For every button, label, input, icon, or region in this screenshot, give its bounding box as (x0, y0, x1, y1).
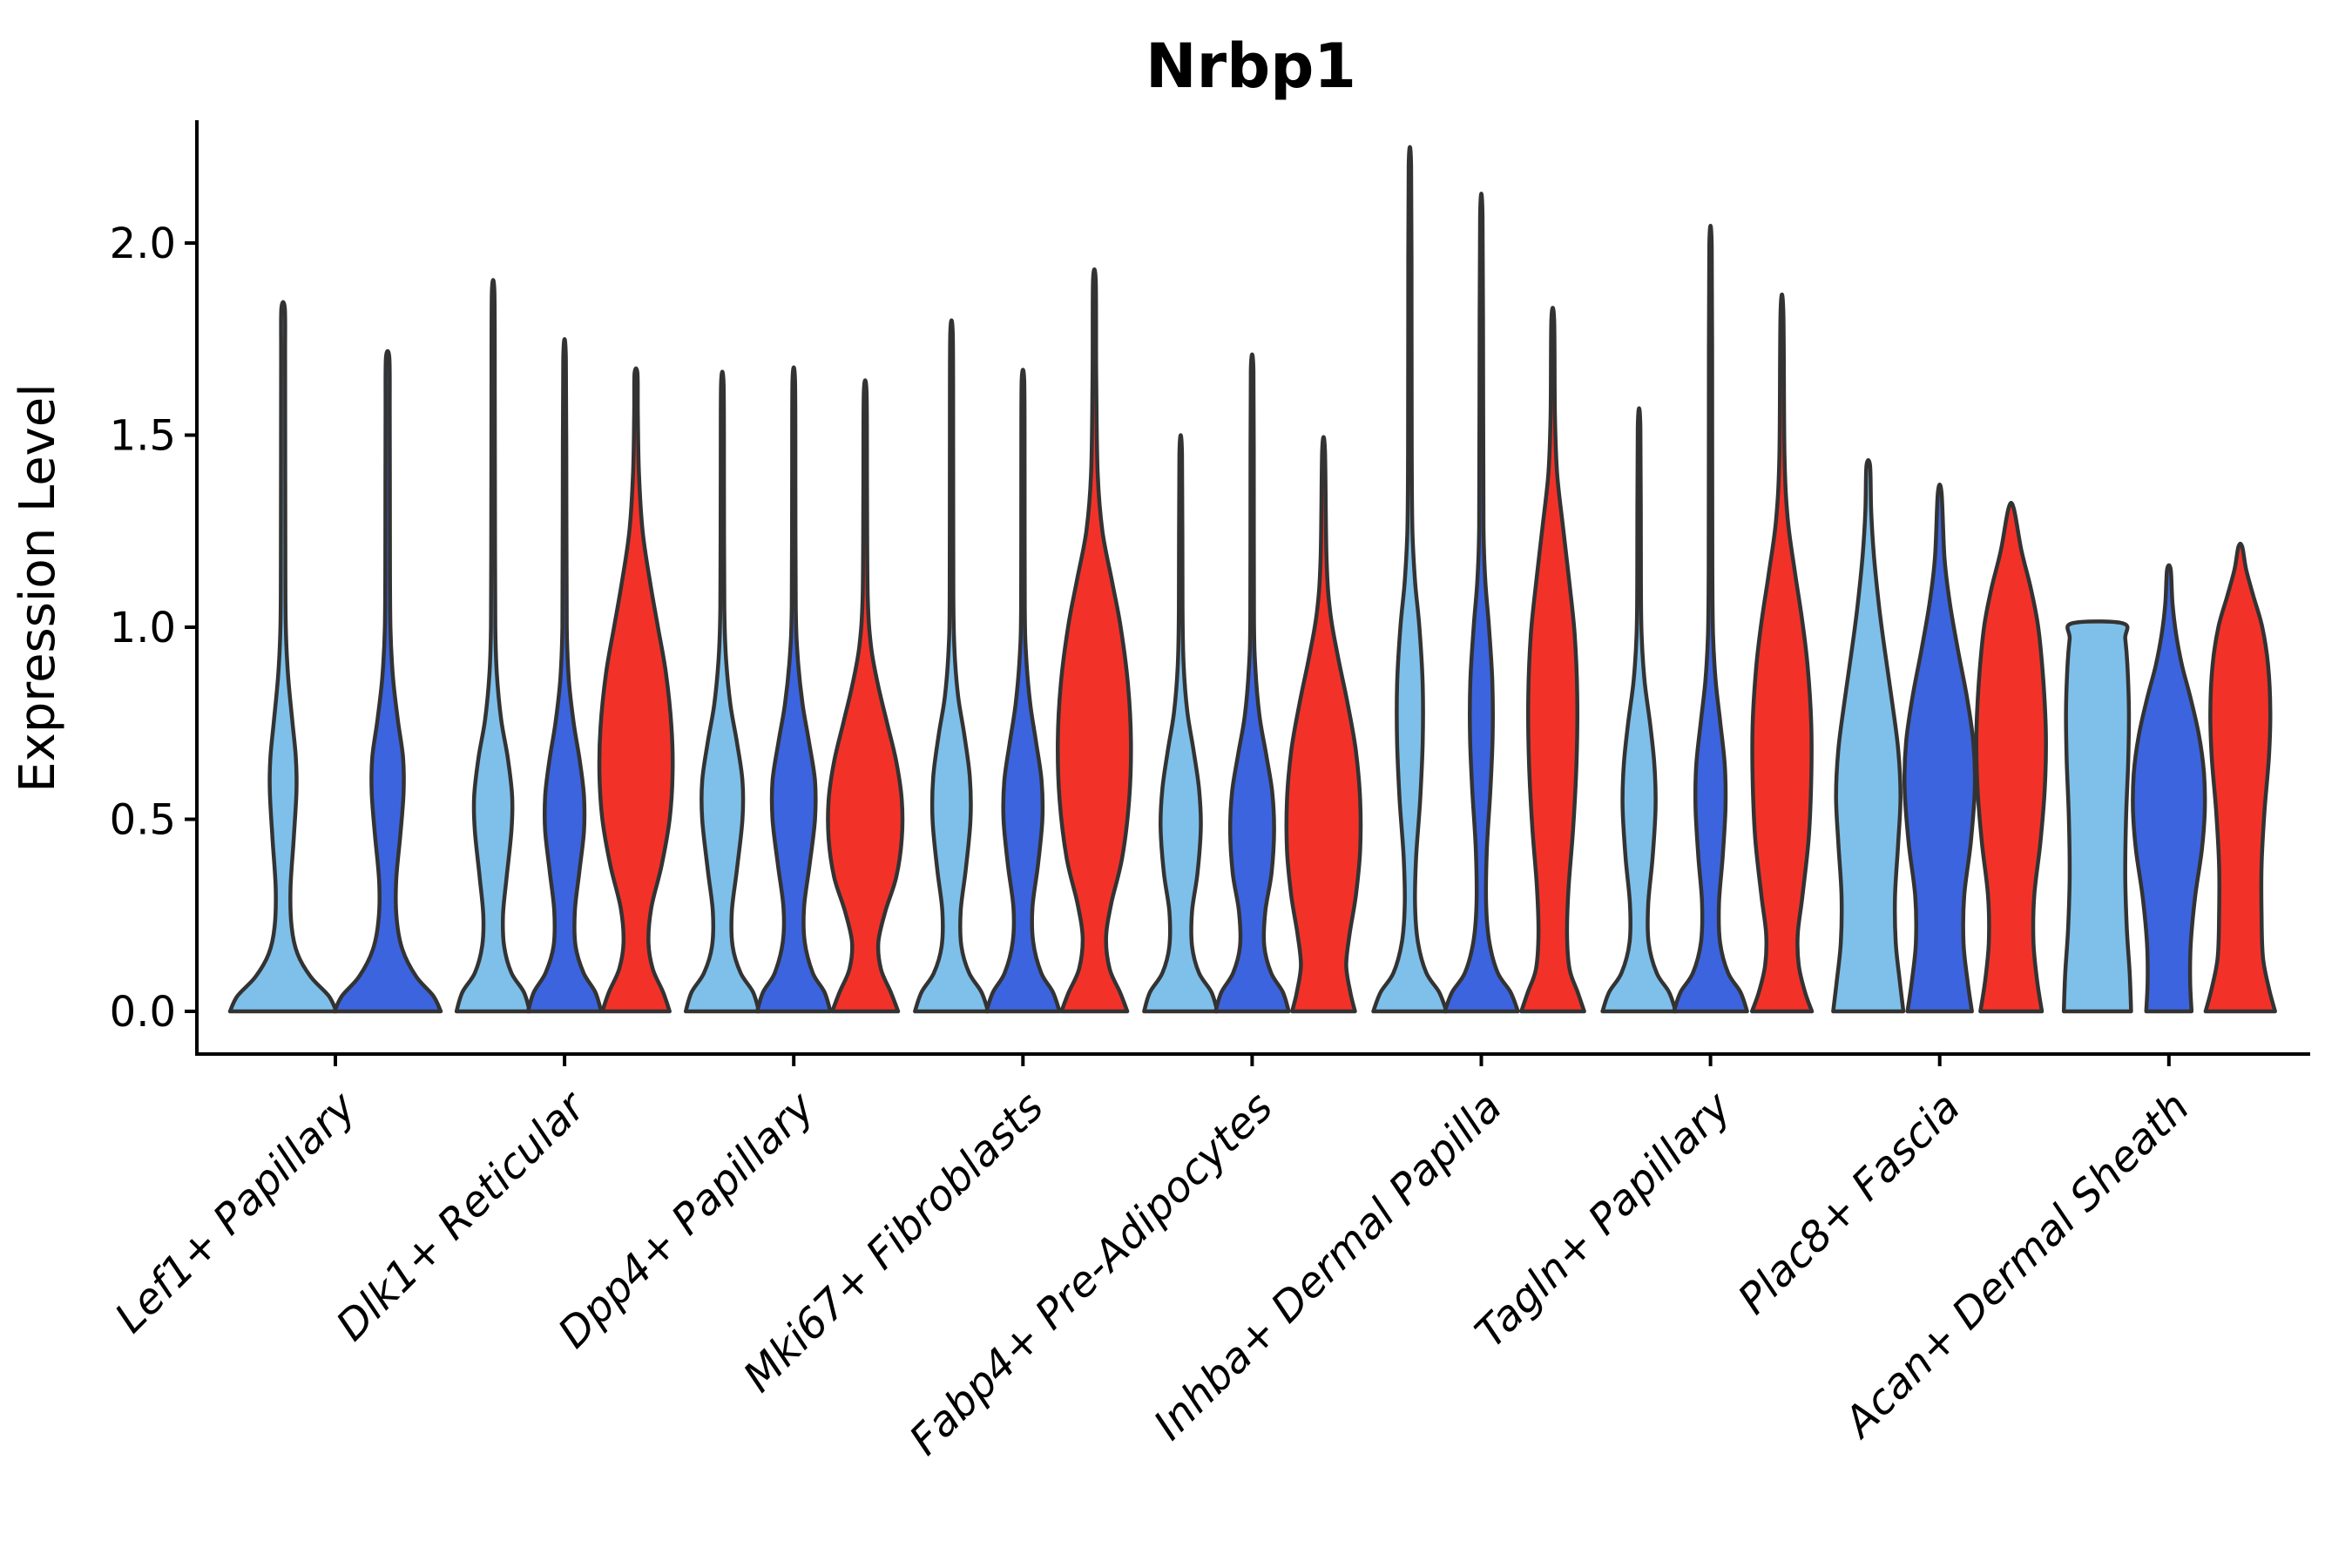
violin-red-group-8 (1974, 500, 2048, 1014)
violin-dark_blue-group-1 (332, 348, 443, 1014)
violin-light_blue-group-3 (683, 369, 761, 1014)
violin-dark_blue-group-7 (1672, 224, 1749, 1014)
violin-dark_blue-group-2 (525, 337, 604, 1014)
y-tick-label: 2.0 (110, 220, 176, 268)
y-tick-label: 0.0 (110, 988, 176, 1037)
violin-light_blue-group-7 (1600, 406, 1678, 1014)
violin-dark_blue-group-8 (1902, 483, 1977, 1014)
violin-light_blue-group-1 (227, 300, 339, 1014)
violin-light_blue-group-9 (2061, 619, 2133, 1014)
violin-red-group-3 (826, 378, 905, 1014)
violin-red-group-9 (2203, 541, 2277, 1014)
violin-light_blue-group-5 (1142, 433, 1220, 1014)
y-tick-label: 1.5 (110, 412, 176, 461)
violin-light_blue-group-6 (1371, 145, 1449, 1014)
violin-dark_blue-group-9 (2131, 563, 2207, 1014)
violin-dark_blue-group-6 (1443, 192, 1520, 1014)
plot-title: Nrbp1 (1146, 30, 1356, 102)
violin-dark_blue-group-4 (984, 368, 1062, 1014)
y-axis-ticks: 0.0 0.5 1.0 1.5 2.0 (110, 220, 197, 1037)
violin-red-group-4 (1056, 267, 1133, 1014)
violin-red-group-7 (1749, 292, 1815, 1014)
y-tick-label: 1.0 (110, 604, 176, 652)
violins-layer (227, 145, 2277, 1014)
violin-dark_blue-group-3 (754, 365, 833, 1014)
violin-light_blue-group-2 (454, 278, 532, 1014)
violin-red-group-5 (1284, 435, 1363, 1014)
violin-dark_blue-group-5 (1213, 352, 1291, 1014)
violin-red-group-2 (597, 366, 675, 1014)
y-tick-label: 0.5 (110, 796, 176, 845)
violin-light_blue-group-4 (913, 318, 990, 1014)
violin-light_blue-group-8 (1831, 457, 1906, 1014)
y-axis-label: Expression Level (10, 383, 66, 793)
violin-red-group-6 (1519, 306, 1586, 1014)
